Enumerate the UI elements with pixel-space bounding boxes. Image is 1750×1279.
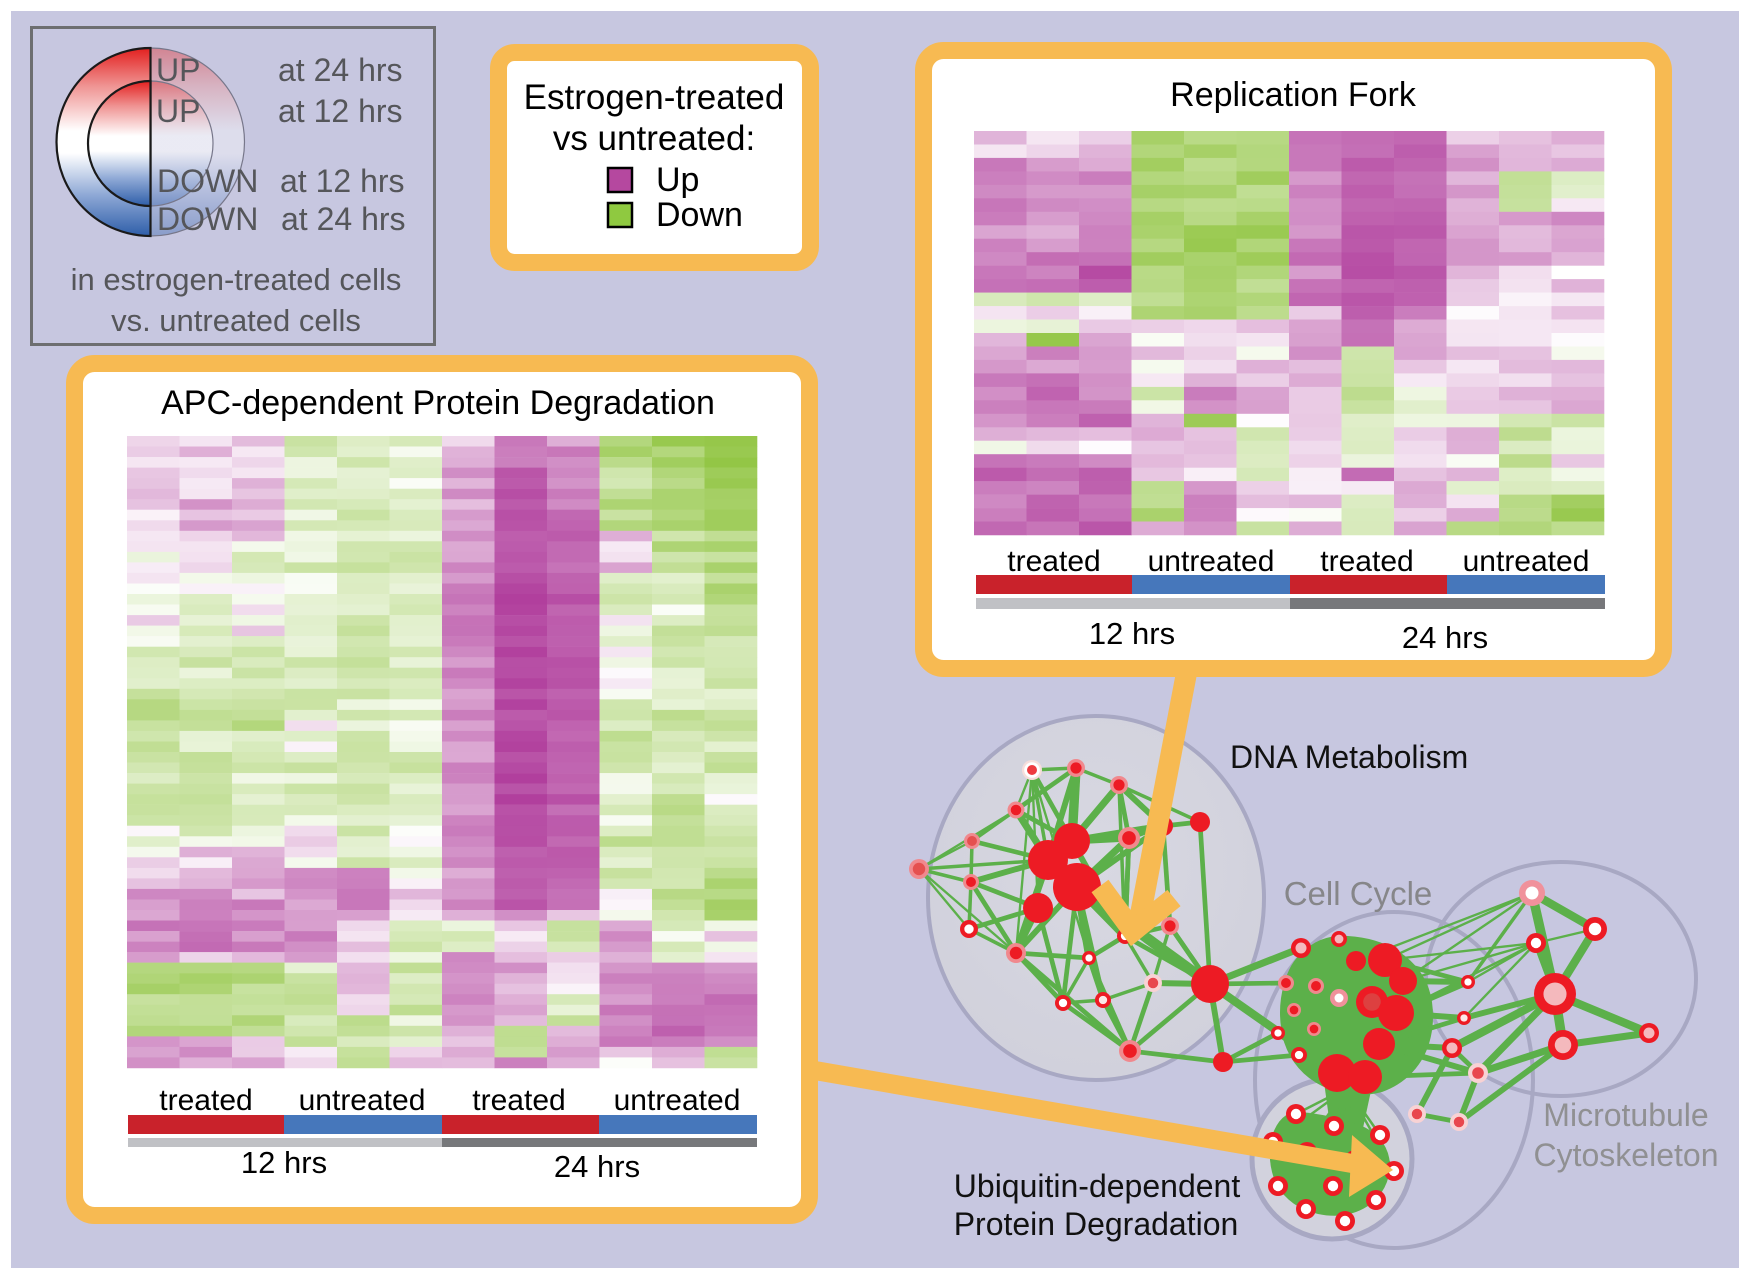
svg-text:treated: treated [159, 1084, 252, 1117]
svg-text:DNA Metabolism: DNA Metabolism [1230, 739, 1468, 775]
svg-text:Protein Degradation: Protein Degradation [954, 1206, 1239, 1242]
svg-text:untreated: untreated [299, 1084, 426, 1117]
svg-text:at 12 hrs: at 12 hrs [278, 93, 403, 129]
svg-text:UP: UP [156, 52, 200, 88]
svg-text:24 hrs: 24 hrs [554, 1149, 640, 1184]
svg-text:12 hrs: 12 hrs [1089, 616, 1175, 651]
svg-text:treated: treated [472, 1084, 565, 1117]
svg-text:Microtubule: Microtubule [1543, 1097, 1708, 1133]
svg-text:vs. untreated cells: vs. untreated cells [111, 303, 361, 338]
svg-text:Ubiquitin-dependent: Ubiquitin-dependent [954, 1168, 1241, 1204]
svg-text:Replication Fork: Replication Fork [1170, 76, 1417, 114]
svg-text:APC-dependent Protein Degradat: APC-dependent Protein Degradation [161, 384, 715, 422]
svg-text:at 12 hrs: at 12 hrs [280, 163, 405, 199]
svg-text:treated: treated [1007, 545, 1100, 578]
svg-text:untreated: untreated [1463, 545, 1590, 578]
svg-text:treated: treated [1320, 545, 1413, 578]
svg-text:12 hrs: 12 hrs [241, 1145, 327, 1180]
svg-text:24 hrs: 24 hrs [1402, 620, 1488, 655]
svg-text:Cell Cycle: Cell Cycle [1284, 875, 1433, 912]
svg-text:DOWN: DOWN [157, 163, 258, 199]
svg-text:vs untreated:: vs untreated: [553, 119, 755, 158]
svg-text:UP: UP [156, 93, 200, 129]
svg-text:in estrogen-treated cells: in estrogen-treated cells [71, 262, 402, 297]
svg-text:at 24 hrs: at 24 hrs [281, 201, 406, 237]
svg-text:Estrogen-treated: Estrogen-treated [524, 78, 785, 117]
svg-text:Cytoskeleton: Cytoskeleton [1534, 1137, 1719, 1173]
svg-text:untreated: untreated [1148, 545, 1275, 578]
svg-text:at 24 hrs: at 24 hrs [278, 52, 403, 88]
svg-text:Down: Down [656, 196, 743, 234]
svg-text:Up: Up [656, 161, 699, 199]
svg-text:untreated: untreated [614, 1084, 741, 1117]
svg-text:DOWN: DOWN [157, 201, 258, 237]
